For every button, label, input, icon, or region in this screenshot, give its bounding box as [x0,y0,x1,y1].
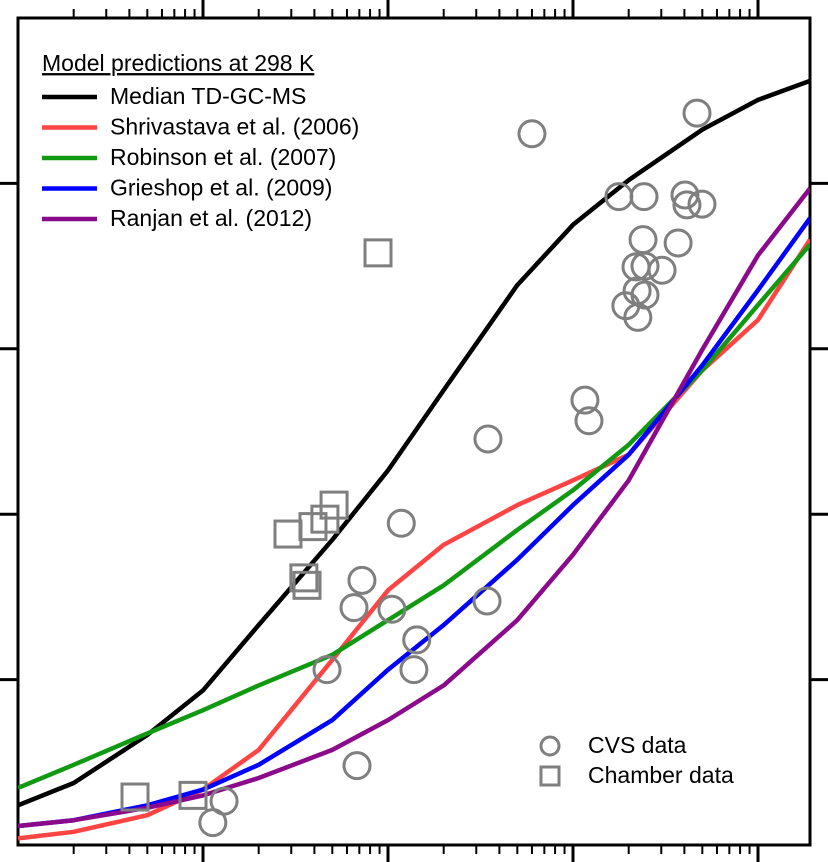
chamber-point [178,780,208,810]
cvs-point [570,385,600,415]
chamber-point [120,782,150,812]
cvs-point [473,424,503,454]
cvs-point [623,302,653,332]
legend-swatch [539,735,561,757]
model-line [18,238,810,841]
chamber-point [289,563,319,593]
legend-label: Grieshop et al. (2009) [110,175,332,201]
cvs-point [663,228,693,258]
cvs-point [687,189,717,219]
legend-label: Ranjan et al. (2012) [110,205,312,231]
legend-title: Model predictions at 298 K [42,50,315,76]
legend-label: Chamber data [588,762,734,788]
chamber-point [363,238,393,268]
cvs-point [402,625,432,655]
cvs-point [399,655,429,685]
plot-area [18,78,810,841]
model-line [18,216,810,829]
plot-frame [16,16,812,847]
chamber-point [319,490,349,520]
model-line [18,187,810,829]
cvs-point [342,751,372,781]
cvs-point [647,255,677,285]
legend-label: Shrivastava et al. (2006) [110,114,359,140]
cvs-point [670,180,700,210]
legend-swatch [539,765,561,787]
legend-label: Robinson et al. (2007) [110,144,336,170]
legend-label: Median TD-GC-MS [110,83,306,109]
legend-label: CVS data [588,732,687,758]
cvs-point [312,655,342,685]
cvs-point [472,586,502,616]
cvs-point [682,98,712,128]
cvs-point [377,594,407,624]
chamber-point [292,570,322,600]
cvs-point [517,119,547,149]
chamber-point [273,519,303,549]
cvs-point [574,406,604,436]
cvs-point [339,593,369,623]
cvs-point [386,508,416,538]
cvs-point [672,190,702,220]
cvs-point [347,565,377,595]
cvs-point [629,182,659,212]
cvs-point [198,808,228,838]
cvs-point [628,225,658,255]
